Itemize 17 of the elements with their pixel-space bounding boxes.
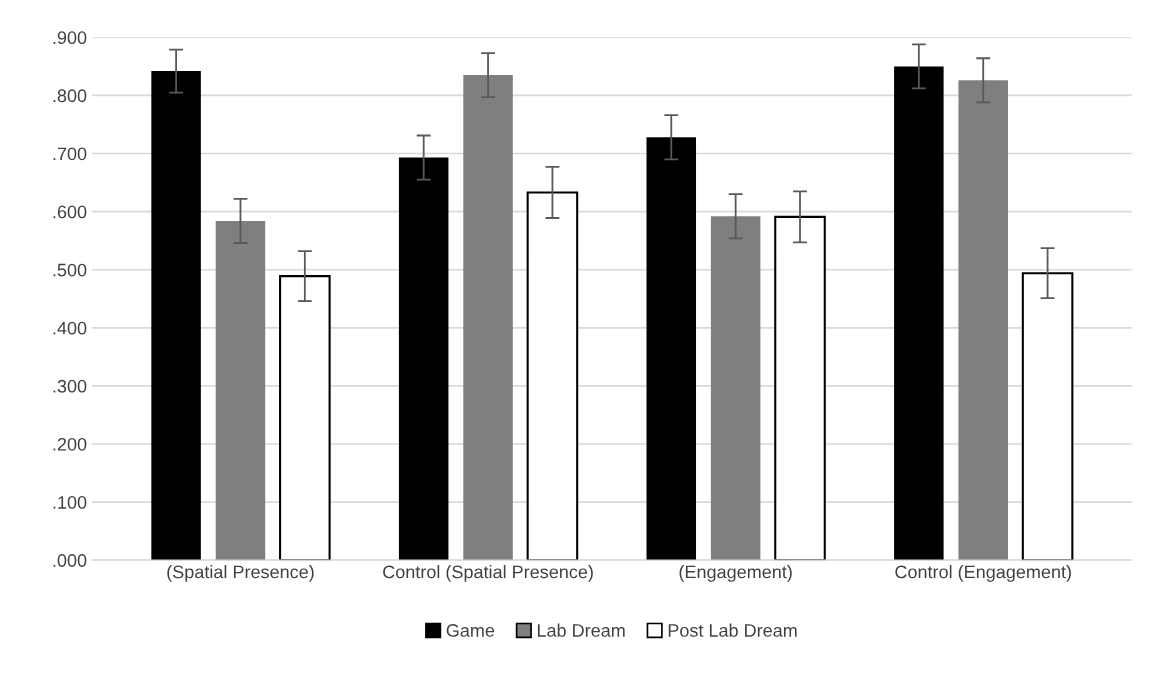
x-tick-label: (Spatial Presence) [167, 565, 314, 582]
y-tick-label: .100 [53, 496, 87, 509]
legend-label: Game [446, 624, 495, 637]
y-tick-label: .200 [53, 437, 87, 451]
y-tick-label: .000 [53, 554, 87, 567]
y-tick-label: .700 [53, 147, 87, 161]
y-tick-label: .400 [53, 321, 87, 335]
y-tick-label: .800 [53, 89, 87, 103]
y-tick-label: .300 [53, 379, 87, 393]
x-tick-label: Control (Spatial Presence) [383, 565, 593, 582]
legend-label: Lab Dream [537, 623, 625, 637]
x-tick-label: (Engagement) [679, 565, 792, 582]
y-tick-label: .500 [53, 263, 87, 277]
x-tick-label: Control (Engagement) [895, 565, 1071, 582]
legend-label: Post Lab Dream [668, 623, 797, 637]
y-tick-label: .600 [53, 205, 87, 219]
y-tick-label: .900 [53, 31, 87, 45]
